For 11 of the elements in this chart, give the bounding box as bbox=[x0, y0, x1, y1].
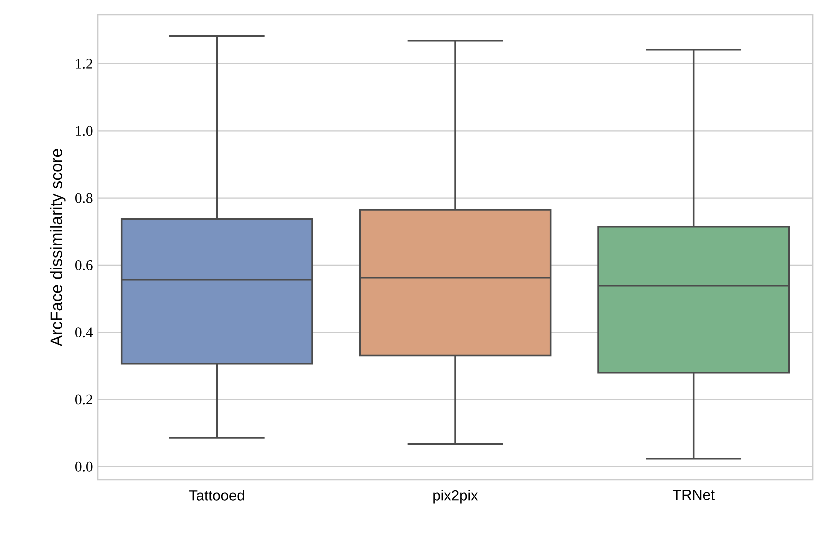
y-axis-title: ArcFace dissimilarity score bbox=[50, 149, 66, 347]
y-tick-label: 0.0 bbox=[76, 462, 93, 472]
x-tick-label: TRNet bbox=[672, 490, 715, 500]
y-tick-label: 0.4 bbox=[76, 328, 94, 338]
y-tick-label: 0.2 bbox=[76, 394, 92, 405]
y-tick-label: 1.0 bbox=[76, 126, 93, 136]
y-tick-label: 1.2 bbox=[76, 59, 92, 69]
x-tick-label: Tattooed bbox=[189, 490, 244, 501]
x-tick-label: pix2pix bbox=[434, 490, 478, 504]
y-tick-label: 0.6 bbox=[76, 260, 93, 270]
y-tick-label: 0.8 bbox=[76, 193, 93, 204]
